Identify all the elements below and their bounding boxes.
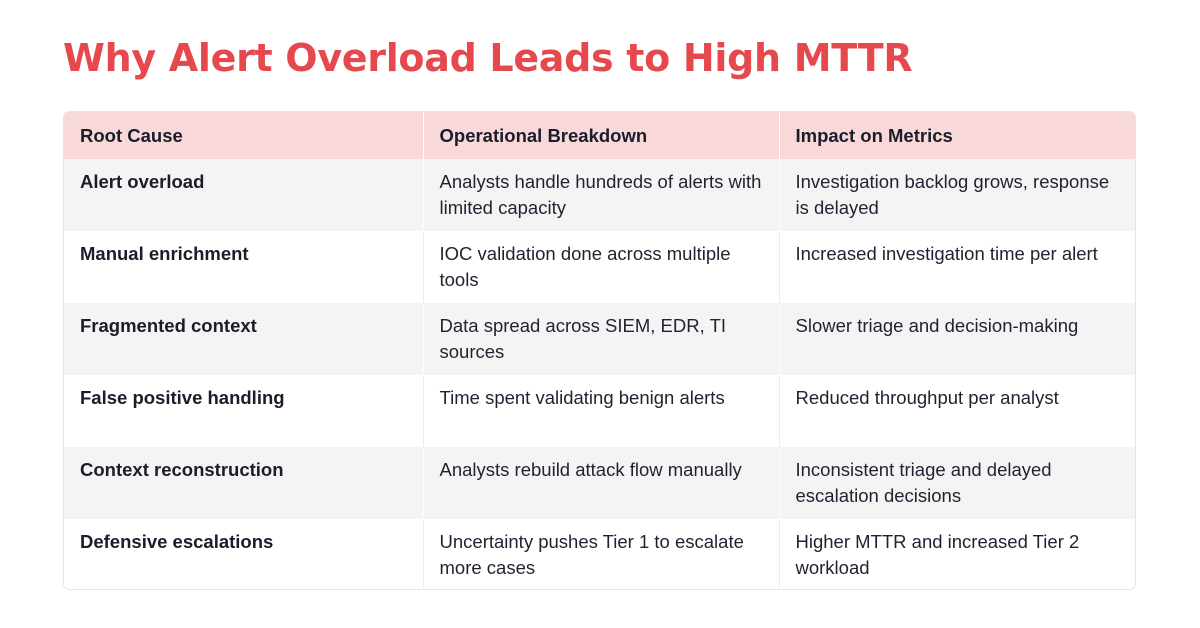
cell-operational-breakdown: Uncertainty pushes Tier 1 to escalate mo…	[422, 519, 779, 589]
cell-root-cause: Fragmented context	[80, 315, 257, 336]
cell-root-cause: Alert overload	[80, 171, 205, 192]
cell-operational-breakdown: Analysts rebuild attack flow manually	[422, 447, 779, 519]
table-header: Root Cause Operational Breakdown Impact …	[64, 112, 1135, 159]
header-row: Root Cause Operational Breakdown Impact …	[64, 112, 1135, 159]
column-header-root-cause: Root Cause	[80, 124, 183, 146]
cell-operational-breakdown: Data spread across SIEM, EDR, TI sources	[422, 303, 779, 375]
table-row: Manual enrichment IOC validation done ac…	[64, 231, 1135, 303]
table-row: Alert overload Analysts handle hundreds …	[64, 159, 1135, 231]
table-row: False positive handling Time spent valid…	[64, 375, 1135, 447]
cell-root-cause: False positive handling	[80, 387, 285, 408]
cell-impact-on-metrics: Slower triage and decision-making	[778, 303, 1135, 375]
cell-root-cause: Defensive escalations	[80, 531, 274, 552]
cell-impact-on-metrics: Increased investigation time per alert	[778, 231, 1135, 303]
cell-impact-on-metrics: Reduced throughput per analyst	[778, 375, 1135, 447]
cell-impact-on-metrics: Higher MTTR and increased Tier 2 workloa…	[778, 519, 1135, 589]
cell-operational-breakdown: IOC validation done across multiple tool…	[422, 231, 779, 303]
table-row: Defensive escalations Uncertainty pushes…	[64, 519, 1135, 589]
column-header-operational-breakdown: Operational Breakdown	[422, 112, 779, 159]
cell-root-cause: Manual enrichment	[80, 243, 249, 264]
column-header-impact-on-metrics: Impact on Metrics	[778, 112, 1135, 159]
table: Root Cause Operational Breakdown Impact …	[64, 112, 1135, 589]
table-body: Alert overload Analysts handle hundreds …	[64, 159, 1135, 589]
cell-operational-breakdown: Analysts handle hundreds of alerts with …	[422, 159, 779, 231]
cell-impact-on-metrics: Inconsistent triage and delayed escalati…	[778, 447, 1135, 519]
table-row: Context reconstruction Analysts rebuild …	[64, 447, 1135, 519]
table-row: Fragmented context Data spread across SI…	[64, 303, 1135, 375]
page-title: Why Alert Overload Leads to High MTTR	[63, 36, 913, 80]
cell-root-cause: Context reconstruction	[80, 459, 284, 480]
cell-operational-breakdown: Time spent validating benign alerts	[422, 375, 779, 447]
root-cause-table: Root Cause Operational Breakdown Impact …	[63, 111, 1136, 590]
cell-impact-on-metrics: Investigation backlog grows, response is…	[778, 159, 1135, 231]
